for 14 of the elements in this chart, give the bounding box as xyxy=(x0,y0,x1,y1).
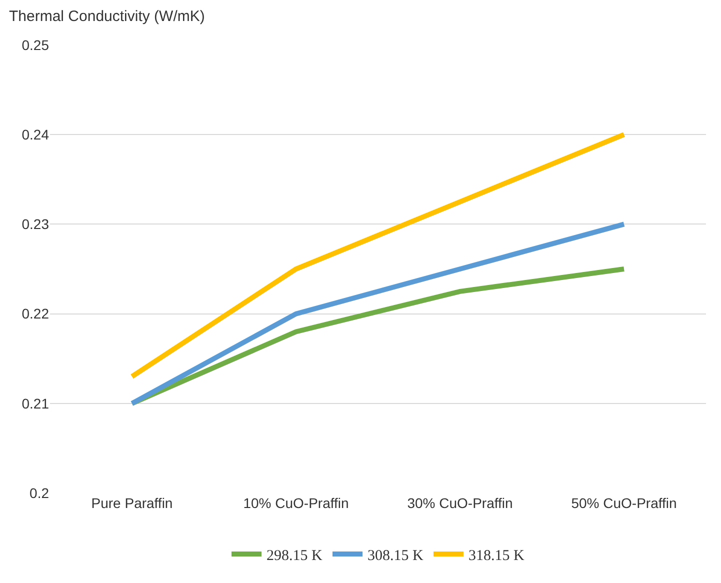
y-tick-label: 0.2 xyxy=(30,484,50,501)
y-tick-label: 0.21 xyxy=(22,395,50,412)
x-tick-label: 50% CuO-Praffin xyxy=(571,495,677,511)
legend-label: 318.15 K xyxy=(468,548,524,564)
y-tick-label: 0.24 xyxy=(22,126,50,142)
x-tick-label: 30% CuO-Praffin xyxy=(407,495,513,511)
y-tick-label: 0.23 xyxy=(22,216,50,232)
y-tick-label: 0.25 xyxy=(22,36,50,53)
y-axis-title: Thermal Conductivity (W/mK) xyxy=(9,8,205,25)
y-tick-label: 0.22 xyxy=(22,306,50,322)
x-tick-label: 10% CuO-Praffin xyxy=(243,495,349,511)
x-tick-label: Pure Paraffin xyxy=(91,495,173,511)
legend-label: 308.15 K xyxy=(368,548,424,564)
legend-label: 298.15 K xyxy=(266,548,322,564)
